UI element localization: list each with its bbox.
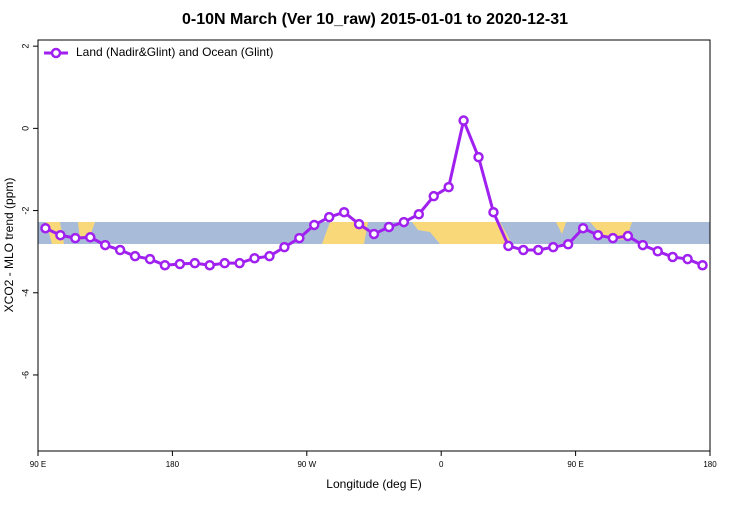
data-point [279, 241, 290, 253]
x-axis-label: Longitude (deg E) [326, 477, 421, 491]
data-point [40, 222, 51, 234]
data-point [144, 253, 156, 265]
legend-label: Land (Nadir&Glint) and Ocean (Glint) [76, 45, 273, 59]
data-point [577, 222, 589, 234]
data-point [368, 228, 380, 240]
data-point [85, 232, 96, 243]
data-point [637, 239, 649, 251]
data-point [443, 181, 454, 193]
data-point [309, 219, 320, 231]
data-point [413, 209, 425, 220]
data-point [458, 115, 469, 126]
data-point [428, 190, 439, 202]
plot-frame [37, 39, 711, 452]
data-point [249, 252, 260, 264]
data-point [174, 258, 186, 270]
data-point [114, 244, 126, 256]
data-point [219, 257, 230, 269]
data-point [129, 250, 141, 262]
data-point [353, 218, 365, 230]
data-point [398, 216, 410, 228]
data-point [55, 229, 66, 241]
x-tick-label: 90 E [30, 460, 46, 469]
data-point [338, 206, 350, 218]
data-point [383, 221, 395, 233]
y-axis-label: XCO2 - MLO trend (ppm) [2, 178, 16, 313]
y-tick-label: 2 [20, 44, 30, 49]
legend-marker [50, 47, 62, 59]
data-point [503, 240, 514, 252]
data-point [204, 259, 215, 271]
y-tick-label: 0 [20, 126, 30, 131]
data-point [697, 259, 708, 271]
data-point [99, 239, 111, 251]
y-tick-label: -2 [20, 207, 30, 215]
x-tick-label: 0 [439, 460, 444, 469]
data-point [667, 251, 678, 263]
chart-title: 0-10N March (Ver 10_raw) 2015-01-01 to 2… [182, 11, 568, 28]
x-tick-label: 90 W [297, 460, 316, 469]
data-point [622, 230, 634, 242]
data-point [234, 257, 245, 269]
data-point [264, 250, 275, 262]
data-point [189, 257, 201, 269]
x-tick-label: 180 [166, 460, 180, 469]
y-tick-label: -4 [20, 289, 30, 297]
y-tick-label: -6 [20, 371, 30, 379]
x-tick-label: 180 [703, 460, 717, 469]
data-point [70, 232, 81, 244]
data-point [488, 206, 499, 218]
data-point [159, 259, 171, 271]
data-point [547, 241, 559, 253]
data-point [607, 232, 619, 244]
data-point [562, 239, 574, 250]
data-point [682, 253, 693, 265]
x-tick-label: 90 E [567, 460, 583, 469]
data-point [473, 151, 484, 163]
data-point [294, 232, 305, 244]
data-point [652, 246, 663, 257]
data-point [518, 244, 529, 256]
data-point [592, 229, 604, 241]
data-point [533, 244, 544, 256]
data-point [323, 211, 335, 223]
